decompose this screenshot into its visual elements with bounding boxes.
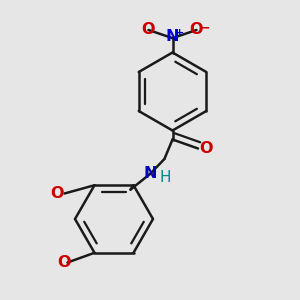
- Text: H: H: [160, 170, 171, 185]
- Text: O: O: [190, 22, 203, 38]
- Text: N: N: [166, 29, 179, 44]
- Text: O: O: [58, 255, 71, 270]
- Text: +: +: [175, 28, 184, 38]
- Text: O: O: [142, 22, 155, 38]
- Text: −: −: [200, 21, 210, 34]
- Text: O: O: [199, 141, 212, 156]
- Text: O: O: [50, 186, 64, 201]
- Text: N: N: [143, 167, 157, 182]
